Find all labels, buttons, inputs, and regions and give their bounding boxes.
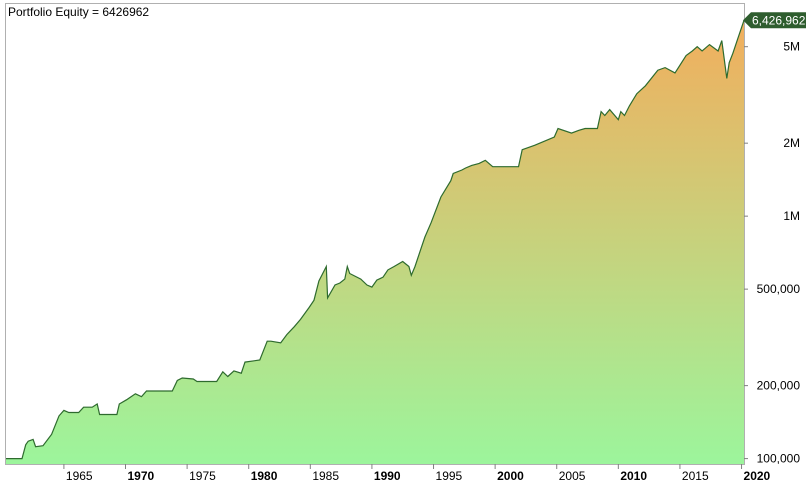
x-tick-label: 2000 — [497, 469, 524, 483]
x-tick-label: 1965 — [66, 469, 93, 483]
y-tick-label: 500,000 — [757, 282, 801, 296]
y-tick-label: 2M — [783, 136, 800, 150]
y-tick-label: 100,000 — [757, 452, 801, 466]
x-tick-label: 1975 — [189, 469, 216, 483]
y-tick-label: 200,000 — [757, 379, 801, 393]
x-tick-label: 2020 — [744, 469, 771, 483]
last-value-badge — [743, 12, 806, 29]
equity-area — [6, 20, 744, 465]
x-tick-label: 1980 — [251, 469, 278, 483]
x-tick-label: 1985 — [312, 469, 339, 483]
last-value-label: 6,426,962 — [752, 13, 806, 27]
x-tick-label: 1995 — [436, 469, 463, 483]
x-tick-label: 1970 — [128, 469, 155, 483]
x-tick-label: 1990 — [374, 469, 401, 483]
y-tick-label: 1M — [783, 209, 800, 223]
x-tick-label: 2005 — [559, 469, 586, 483]
chart-title: Portfolio Equity = 6426962 — [8, 5, 149, 19]
y-tick-label: 5M — [783, 40, 800, 54]
x-tick-label: 2010 — [620, 469, 647, 483]
equity-line — [6, 20, 745, 460]
x-tick-label: 2015 — [682, 469, 709, 483]
